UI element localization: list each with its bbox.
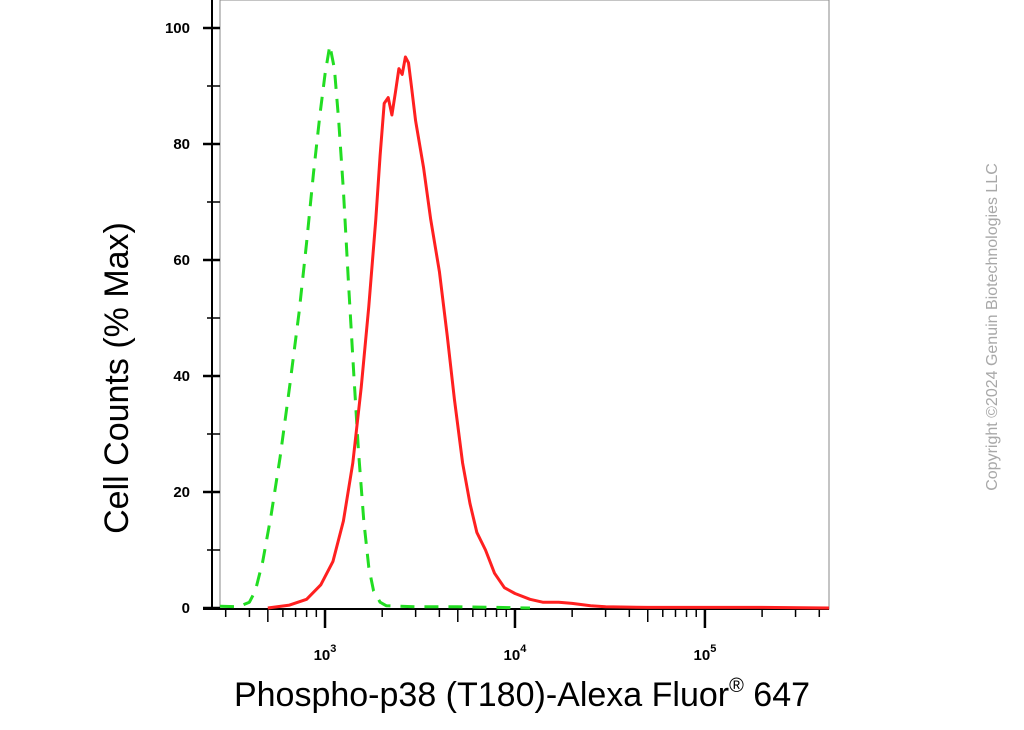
x-axis-title-main: Phospho-p38 (T180)-Alexa Fluor xyxy=(234,676,729,714)
x-axis-title-registered-mark: ® xyxy=(729,675,744,697)
series-layer xyxy=(219,43,830,610)
plot-frame xyxy=(219,0,830,610)
y-tick-label: 0 xyxy=(182,600,190,617)
x-axis-title-suffix: 647 xyxy=(744,676,810,714)
y-tick-label: 80 xyxy=(173,136,190,153)
y-tick-label: 40 xyxy=(173,368,190,385)
x-axis: 103 104 105 xyxy=(203,608,829,664)
y-axis-title: Cell Counts (% Max) xyxy=(98,222,136,534)
x-tick-label: 104 xyxy=(504,643,528,664)
x-tick-label: 105 xyxy=(694,643,717,664)
y-tick-label: 100 xyxy=(165,20,190,37)
series-red-solid-histogram xyxy=(267,55,830,610)
y-tick-label: 20 xyxy=(173,484,190,501)
x-tick-label: 103 xyxy=(314,643,337,664)
series-green-dashed-histogram xyxy=(219,43,531,610)
y-axis: 0 20 40 60 80 100 xyxy=(165,0,220,617)
x-axis-title: Phospho-p38 (T180)-Alexa Fluor® 647 xyxy=(234,675,810,714)
y-tick-label: 60 xyxy=(173,252,190,269)
copyright-notice: Copyright ©2024 Genuin Biotechnologies L… xyxy=(984,163,1001,491)
